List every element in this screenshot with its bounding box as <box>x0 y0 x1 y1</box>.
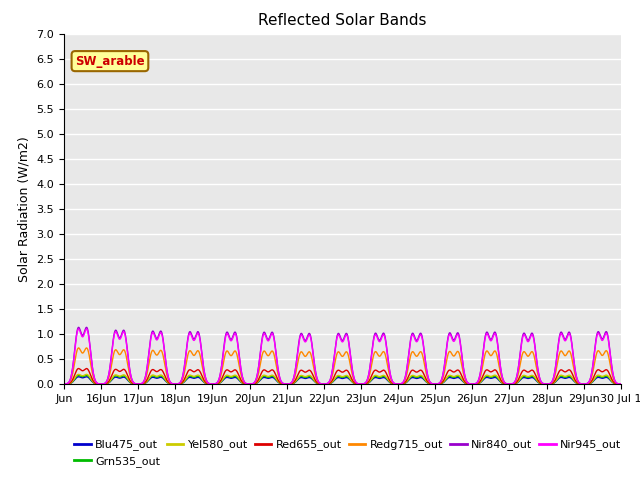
Redg715_out <box>60 381 68 387</box>
Blu475_out <box>60 381 68 387</box>
Nir945_out <box>157 330 164 336</box>
Nir840_out <box>298 331 306 336</box>
Red655_out <box>124 372 132 378</box>
Yel580_out <box>124 376 132 382</box>
Yel580_out <box>157 372 164 378</box>
Blu475_out <box>157 374 164 380</box>
Nir945_out <box>60 381 68 387</box>
Blu475_out <box>606 377 614 383</box>
Nir840_out <box>124 350 132 356</box>
Blu475_out <box>298 375 306 381</box>
Blu475_out <box>546 381 554 387</box>
Redg715_out <box>606 361 614 367</box>
Grn535_out <box>298 373 306 379</box>
Yel580_out <box>83 372 90 377</box>
Grn535_out <box>60 381 68 387</box>
Red655_out <box>546 381 554 387</box>
Nir945_out <box>124 351 132 357</box>
Red655_out <box>606 372 614 378</box>
Grn535_out <box>157 373 164 379</box>
Nir945_out <box>298 332 306 338</box>
Red655_out <box>157 367 164 372</box>
Legend: Blu475_out, Grn535_out, Yel580_out, Red655_out, Redg715_out, Nir840_out, Nir945_: Blu475_out, Grn535_out, Yel580_out, Red6… <box>70 435 626 471</box>
Nir840_out <box>274 364 282 370</box>
Line: Yel580_out: Yel580_out <box>64 374 621 384</box>
Redg715_out <box>124 361 132 367</box>
Nir945_out <box>83 326 90 332</box>
Nir840_out <box>157 328 164 334</box>
Y-axis label: Solar Radiation (W/m2): Solar Radiation (W/m2) <box>18 136 31 282</box>
Blu475_out <box>124 377 132 383</box>
Line: Nir840_out: Nir840_out <box>64 327 621 384</box>
Nir840_out <box>617 381 625 387</box>
Nir945_out <box>606 350 614 356</box>
Line: Grn535_out: Grn535_out <box>64 375 621 384</box>
Nir840_out <box>546 381 554 386</box>
Yel580_out <box>298 372 306 378</box>
Grn535_out <box>617 381 625 387</box>
Line: Nir945_out: Nir945_out <box>64 329 621 384</box>
Redg715_out <box>298 349 306 355</box>
Redg715_out <box>83 345 90 351</box>
Grn535_out <box>124 376 132 382</box>
Text: SW_arable: SW_arable <box>75 55 145 68</box>
Yel580_out <box>60 381 68 387</box>
Line: Blu475_out: Blu475_out <box>64 377 621 384</box>
Red655_out <box>83 366 90 372</box>
Nir840_out <box>60 381 68 387</box>
Grn535_out <box>606 376 614 382</box>
Nir840_out <box>606 349 614 355</box>
Yel580_out <box>546 381 554 387</box>
Yel580_out <box>606 376 614 382</box>
Red655_out <box>274 376 282 382</box>
Line: Redg715_out: Redg715_out <box>64 348 621 384</box>
Nir840_out <box>83 324 90 330</box>
Yel580_out <box>617 381 625 387</box>
Redg715_out <box>157 348 164 353</box>
Line: Red655_out: Red655_out <box>64 369 621 384</box>
Yel580_out <box>274 378 282 384</box>
Nir945_out <box>617 381 625 387</box>
Red655_out <box>60 381 68 387</box>
Grn535_out <box>83 372 90 378</box>
Blu475_out <box>274 379 282 384</box>
Red655_out <box>617 381 625 387</box>
Red655_out <box>298 367 306 373</box>
Title: Reflected Solar Bands: Reflected Solar Bands <box>258 13 427 28</box>
Nir945_out <box>546 381 554 386</box>
Redg715_out <box>617 381 625 387</box>
Nir945_out <box>274 364 282 370</box>
Redg715_out <box>274 370 282 376</box>
Grn535_out <box>546 381 554 387</box>
Blu475_out <box>617 381 625 387</box>
Grn535_out <box>274 378 282 384</box>
Redg715_out <box>546 381 554 386</box>
Blu475_out <box>83 374 90 380</box>
